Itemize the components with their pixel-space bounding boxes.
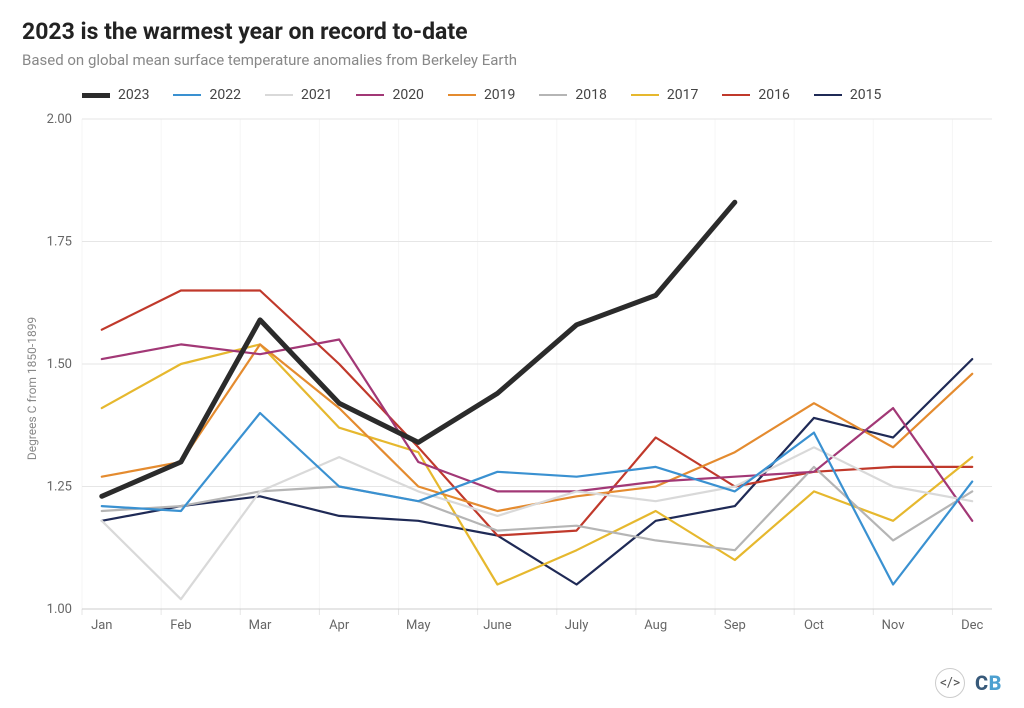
legend-swatch	[173, 94, 201, 96]
legend-label: 2015	[850, 87, 881, 103]
series-2015[interactable]	[102, 359, 972, 584]
legend-item-2017[interactable]: 2017	[631, 87, 698, 103]
chart-title: 2023 is the warmest year on record to-da…	[22, 18, 1002, 45]
legend-label: 2019	[484, 87, 515, 103]
svg-text:Apr: Apr	[329, 618, 350, 633]
legend-swatch	[814, 94, 842, 96]
footer: </> CB	[935, 668, 1002, 698]
legend-item-2018[interactable]: 2018	[539, 87, 606, 103]
legend-label: 2021	[301, 87, 332, 103]
svg-text:1.00: 1.00	[47, 602, 72, 617]
series-2017[interactable]	[102, 344, 972, 584]
legend-label: 2018	[575, 87, 606, 103]
svg-text:June: June	[483, 618, 512, 633]
legend-item-2019[interactable]: 2019	[448, 87, 515, 103]
legend-swatch	[265, 94, 293, 96]
svg-text:Dec: Dec	[961, 618, 983, 633]
legend-item-2016[interactable]: 2016	[722, 87, 789, 103]
series-2018[interactable]	[102, 467, 972, 550]
legend-swatch	[722, 94, 750, 96]
svg-text:Nov: Nov	[882, 618, 906, 633]
legend-swatch	[539, 94, 567, 96]
legend-swatch	[356, 94, 384, 96]
legend-label: 2023	[118, 87, 149, 103]
legend-label: 2016	[758, 87, 789, 103]
logo-letter-c: C	[975, 671, 989, 695]
svg-text:July: July	[565, 618, 589, 633]
code-icon: </>	[940, 675, 960, 691]
legend: 2023 2022 2021 2020 2019 2018 2017 2016 2015	[22, 87, 1002, 103]
chart-container: 2023 is the warmest year on record to-da…	[0, 0, 1024, 708]
svg-text:May: May	[406, 618, 430, 633]
svg-text:Aug: Aug	[644, 618, 667, 633]
legend-swatch	[631, 94, 659, 96]
legend-item-2021[interactable]: 2021	[265, 87, 332, 103]
svg-text:Oct: Oct	[804, 618, 824, 633]
svg-text:1.75: 1.75	[47, 235, 72, 250]
svg-text:2.00: 2.00	[47, 112, 72, 127]
svg-text:Jan: Jan	[91, 618, 112, 633]
legend-label: 2020	[392, 87, 423, 103]
legend-item-2023[interactable]: 2023	[82, 87, 149, 103]
logo-letter-b: B	[989, 671, 1002, 695]
legend-label: 2017	[667, 87, 698, 103]
embed-button[interactable]: </>	[935, 668, 965, 698]
svg-text:1.25: 1.25	[47, 480, 72, 495]
svg-text:Feb: Feb	[170, 618, 191, 633]
line-chart-svg: 1.00 1.25 1.50 1.75 2.00 Jan Feb Mar Apr May June J…	[22, 109, 1002, 649]
legend-item-2015[interactable]: 2015	[814, 87, 881, 103]
legend-label: 2022	[209, 87, 240, 103]
chart-plot-area: 1.00 1.25 1.50 1.75 2.00 Jan Feb Mar Apr May June J…	[22, 109, 1002, 649]
svg-text:Sep: Sep	[724, 618, 746, 633]
svg-text:Degrees C from 1850-1899: Degrees C from 1850-1899	[25, 317, 39, 460]
legend-swatch	[448, 94, 476, 96]
svg-text:Mar: Mar	[249, 618, 272, 633]
cb-logo: CB	[975, 671, 1002, 695]
svg-text:1.50: 1.50	[47, 357, 72, 372]
legend-swatch	[82, 93, 110, 98]
chart-subtitle: Based on global mean surface temperature…	[22, 51, 1002, 69]
legend-item-2022[interactable]: 2022	[173, 87, 240, 103]
legend-item-2020[interactable]: 2020	[356, 87, 423, 103]
